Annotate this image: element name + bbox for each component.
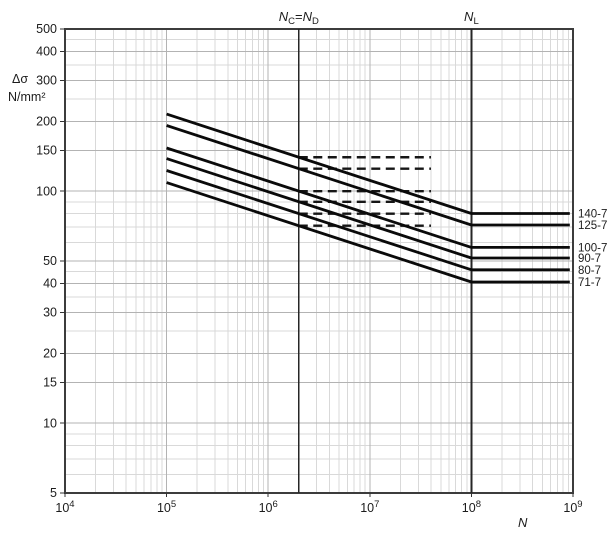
curve-label-100-7: 100-7 [578, 242, 607, 254]
y-tick-label-10: 10 [43, 416, 57, 430]
reference-label-NL: NL [464, 9, 479, 27]
y-tick-label-150: 150 [36, 144, 57, 158]
sn-curve-125-7 [166, 124, 570, 227]
curve-label-90-7: 90-7 [578, 253, 601, 265]
y-tick-label-30: 30 [43, 306, 57, 320]
sn-curve-71-7 [166, 181, 570, 284]
y-tick-label-100: 100 [36, 184, 57, 198]
x-axis-ticks: 104 105 106 107 108 109 [55, 493, 583, 515]
axis-titles: Δσ N/mm² N [8, 72, 528, 530]
y-tick-label-20: 20 [43, 347, 57, 361]
curve-label-125-7: 125-7 [578, 220, 607, 232]
curve-label-140-7: 140-7 [578, 209, 607, 221]
grid-major-lines [65, 29, 573, 493]
y-tick-label-40: 40 [43, 277, 57, 291]
reference-label-NC=ND: NC=ND [279, 9, 319, 27]
y-tick-label-500: 500 [36, 22, 57, 36]
y-tick-label-300: 300 [36, 74, 57, 88]
x-tick-label-1e8: 108 [462, 499, 481, 515]
x-tick-label-1e7: 107 [360, 499, 379, 515]
y-axis-unit: N/mm² [8, 90, 46, 104]
x-tick-label-1e6: 106 [259, 499, 278, 515]
sn-curve-90-7 [166, 157, 570, 260]
sn-curve-100-7 [166, 146, 570, 249]
sn-curve-80-7 [166, 169, 570, 272]
x-tick-label-1e9: 109 [563, 499, 582, 515]
curve-label-71-7: 71-7 [578, 277, 601, 289]
sn-curves [166, 112, 570, 284]
y-tick-label-15: 15 [43, 376, 57, 390]
y-tick-label-50: 50 [43, 254, 57, 268]
x-tick-label-1e5: 105 [157, 499, 176, 515]
x-tick-label-1e4: 104 [55, 499, 74, 515]
y-tick-label-5: 5 [50, 486, 57, 500]
sn-curve-140-7 [166, 112, 570, 215]
y-axis-title: Δσ [12, 72, 28, 86]
x-axis-title: N [518, 515, 528, 530]
y-axis-ticks: 500 400 300 200 150 100 50 40 30 20 15 10 5 [36, 22, 65, 500]
reference-lines: NC=ND NL [279, 9, 479, 493]
curve-label-80-7: 80-7 [578, 265, 601, 277]
y-tick-label-400: 400 [36, 45, 57, 59]
y-tick-label-200: 200 [36, 115, 57, 129]
